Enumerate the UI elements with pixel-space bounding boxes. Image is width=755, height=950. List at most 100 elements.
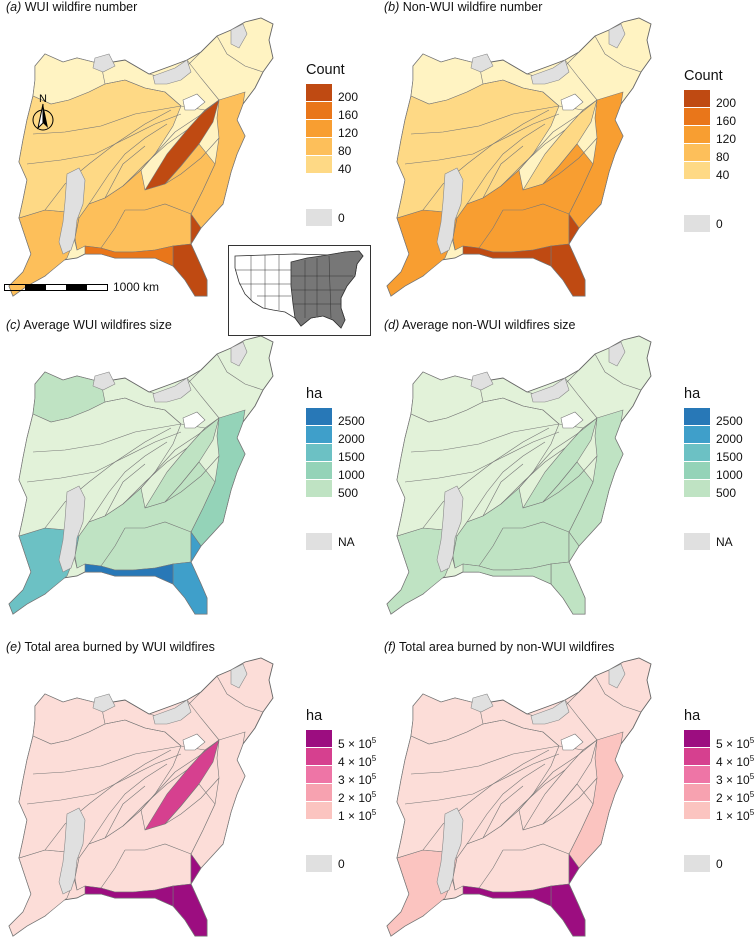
ecoregion-border [32, 423, 182, 453]
legend-label: 3 × 105 [716, 772, 755, 787]
legend-label-zero: NA [716, 535, 733, 549]
panel-title: (b) Non-WUI wildfire number [384, 0, 542, 14]
ecoregion-border [122, 129, 188, 187]
ecoregion-border [125, 203, 192, 215]
ecoregion-border [125, 521, 192, 533]
region-coast [568, 409, 624, 547]
ecoregion-border [542, 455, 598, 503]
region-no-data [608, 23, 626, 49]
legend-swatch-zero [684, 215, 710, 232]
panel-letter: (a) [6, 0, 22, 14]
region-no-data [58, 485, 86, 573]
legend-label: 4 × 105 [338, 754, 377, 769]
region-no-data [230, 663, 248, 689]
panel-title-text: Non-WUI wildfire number [399, 0, 543, 14]
legend-swatch [306, 784, 332, 801]
region-no-data [152, 59, 192, 85]
legend-swatch [684, 766, 710, 783]
region-no-data [470, 371, 494, 391]
ecoregion-border [404, 113, 560, 165]
legend-label: 200 [716, 96, 737, 110]
legend-label: 2000 [338, 432, 365, 446]
legend-label: 1500 [716, 450, 743, 464]
legend-swatch [684, 162, 710, 179]
panel-title: (a) WUI wildfire number [6, 0, 137, 14]
panel-letter: (c) [6, 318, 21, 332]
lake [560, 411, 584, 429]
ecoregion-border [164, 455, 220, 503]
ecoregion-border [564, 377, 598, 419]
legend-label-zero: NA [338, 535, 355, 549]
lake [182, 93, 206, 111]
legend-swatch [306, 102, 332, 119]
ecoregion-border [88, 123, 168, 205]
ecoregion-border [482, 785, 524, 839]
region-gulf [84, 885, 174, 907]
ecoregion-border [26, 113, 182, 165]
ecoregion-border [104, 463, 146, 517]
ecoregion-border [422, 749, 550, 851]
ecoregion-border [44, 109, 172, 211]
legend-label: 80 [338, 144, 352, 158]
legend-label: 4 × 105 [716, 754, 755, 769]
ecoregion-border [466, 123, 546, 205]
ecoregion-border [32, 105, 182, 135]
legend-swatch [306, 480, 332, 497]
ecoregion-border [88, 763, 168, 845]
panel-title-text: Total area burned by WUI wildfires [21, 640, 215, 654]
ecoregion-border [410, 423, 560, 453]
ecoregion-border [164, 137, 220, 185]
region-no-data [152, 377, 192, 403]
lake [560, 733, 584, 751]
scale-bar-label: 1000 km [113, 280, 160, 294]
panel-title-text: Total area burned by non-WUI wildfires [395, 640, 615, 654]
ecoregion-border [122, 769, 188, 827]
ecoregion-border [500, 447, 566, 505]
legend-swatch-top [684, 90, 710, 99]
ecoregion-border [482, 463, 524, 517]
region-coast [568, 731, 624, 869]
legend-label: 120 [716, 132, 737, 146]
legend-swatch [306, 802, 332, 819]
lake [182, 411, 206, 429]
legend-label: 3 × 105 [338, 772, 377, 787]
ecoregion-border [186, 59, 220, 101]
ecoregion-border [503, 843, 570, 855]
ecoregion-border [186, 377, 220, 419]
panel-title-text: WUI wildfire number [21, 0, 138, 14]
ecoregion-border [466, 441, 546, 523]
region-no-data [58, 807, 86, 895]
region-no-data [530, 699, 570, 725]
choropleth-map [386, 335, 652, 615]
legend-swatch [306, 138, 332, 155]
legend-swatch-zero [306, 855, 332, 872]
legend-title: ha [684, 386, 701, 402]
region-coast [190, 731, 246, 869]
ecoregion-border [500, 129, 566, 187]
choropleth-map [8, 657, 274, 937]
choropleth-map [386, 657, 652, 937]
ecoregion-border [88, 441, 168, 523]
ecoregion-border [216, 675, 264, 713]
panel-a: (a) WUI wildfire number Count 200 160 120 80 4… [0, 0, 378, 310]
ecoregion-border [518, 417, 598, 489]
legend-swatch [684, 444, 710, 461]
legend-label: 160 [338, 108, 359, 122]
panel-letter: (e) [6, 640, 22, 654]
ecoregion-border [404, 431, 560, 483]
ecoregion-border [518, 99, 598, 171]
ecoregion-border [594, 35, 642, 73]
legend-exponent: 5 [749, 736, 755, 745]
legend-label-zero: 0 [338, 211, 345, 225]
ecoregion-border [216, 353, 264, 391]
region-no-data [436, 167, 464, 255]
legend-title: Count [306, 62, 345, 78]
region-gulf [84, 245, 174, 267]
legend-exponent: 5 [749, 754, 755, 763]
legend-swatch-zero [306, 209, 332, 226]
ecoregion-border [26, 431, 182, 483]
panel-letter: (b) [384, 0, 400, 14]
ecoregion-border [44, 427, 172, 529]
region-no-data [152, 699, 192, 725]
region-florida [550, 213, 586, 297]
